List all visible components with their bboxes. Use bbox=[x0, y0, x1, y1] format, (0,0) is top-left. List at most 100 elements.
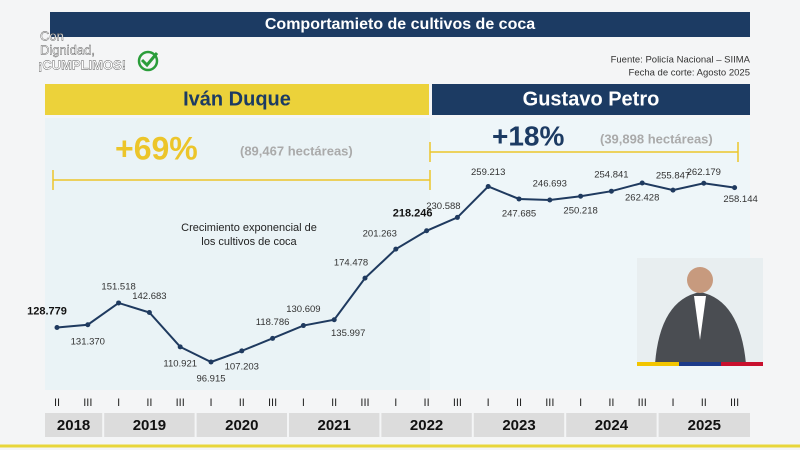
annotation: los cultivos de coca bbox=[201, 236, 297, 248]
data-point bbox=[701, 180, 707, 186]
petro-name: Gustavo Petro bbox=[523, 88, 660, 110]
duque-name: Iván Duque bbox=[183, 88, 291, 110]
data-label: 262.428 bbox=[625, 193, 659, 204]
x-tick-label: III bbox=[545, 397, 554, 409]
year-label: 2024 bbox=[595, 417, 629, 434]
data-label: 131.370 bbox=[71, 336, 105, 347]
petro-bracket bbox=[429, 142, 739, 162]
x-tick-label: II bbox=[701, 397, 707, 409]
duque-detail: (89,467 hectáreas) bbox=[240, 143, 353, 158]
x-tick-label: III bbox=[638, 397, 647, 409]
logo-text: Dignidad, bbox=[40, 42, 95, 57]
data-label: 262.179 bbox=[687, 167, 721, 178]
x-tick-label: I bbox=[579, 397, 582, 409]
year-band bbox=[566, 413, 657, 437]
year-label: 2020 bbox=[225, 417, 258, 434]
data-label: 250.218 bbox=[563, 206, 597, 217]
petro-header bbox=[432, 84, 750, 115]
data-label: 246.693 bbox=[533, 179, 567, 190]
interpreter bbox=[637, 258, 763, 366]
data-label: 151.518 bbox=[101, 281, 135, 292]
data-label: 142.683 bbox=[132, 291, 166, 302]
data-point bbox=[54, 325, 60, 331]
source: Fuente: Policía Nacional – SIIMA bbox=[611, 55, 751, 66]
logo-text: ¡CUMPLIMOS! bbox=[38, 57, 126, 72]
data-point bbox=[239, 348, 245, 354]
data-point bbox=[116, 300, 122, 306]
data-label: 110.921 bbox=[163, 358, 197, 369]
duque-header bbox=[45, 84, 429, 115]
x-tick-label: III bbox=[176, 397, 185, 409]
petro-detail: (39,898 hectáreas) bbox=[600, 131, 713, 146]
data-label: 247.685 bbox=[502, 208, 536, 219]
year-label: 2022 bbox=[410, 417, 443, 434]
duque-change: +69% bbox=[115, 130, 198, 166]
year-label: 2025 bbox=[688, 417, 721, 434]
x-tick-label: I bbox=[671, 397, 674, 409]
data-point bbox=[393, 246, 399, 252]
annotation: Crecimiento exponencial de bbox=[181, 222, 317, 234]
data-point bbox=[146, 310, 152, 316]
data-point bbox=[362, 275, 368, 281]
chart-title: Comportamieto de cultivos de coca bbox=[265, 16, 535, 33]
flag-yellow bbox=[637, 362, 679, 366]
data-label: 128.779 bbox=[27, 305, 67, 317]
data-label: 255.847 bbox=[656, 171, 690, 182]
x-tick-label: II bbox=[608, 397, 614, 409]
year-band bbox=[473, 413, 565, 437]
data-point bbox=[516, 196, 522, 202]
data-label: 130.609 bbox=[286, 304, 320, 315]
x-tick-label: III bbox=[268, 397, 277, 409]
data-point bbox=[331, 317, 337, 323]
data-label: 230.588 bbox=[426, 201, 460, 212]
data-point bbox=[639, 180, 645, 186]
data-point bbox=[424, 228, 430, 234]
data-point bbox=[454, 214, 460, 220]
data-point bbox=[85, 322, 91, 328]
petro-change: +18% bbox=[492, 120, 564, 151]
x-tick-label: III bbox=[360, 397, 369, 409]
data-point bbox=[670, 187, 676, 193]
logo-check bbox=[140, 52, 159, 68]
data-label: 96.915 bbox=[196, 374, 225, 385]
data-point bbox=[485, 183, 491, 189]
duque-bracket bbox=[52, 170, 431, 190]
data-label: 174.478 bbox=[334, 258, 368, 269]
flag-red bbox=[721, 362, 763, 366]
x-tick-label: III bbox=[83, 397, 92, 409]
flag-blue bbox=[679, 362, 721, 366]
data-label: 107.203 bbox=[225, 361, 259, 372]
x-tick-label: I bbox=[394, 397, 397, 409]
data-point bbox=[270, 335, 276, 341]
x-tick-label: II bbox=[331, 397, 337, 409]
data-label: 259.213 bbox=[471, 167, 505, 178]
year-band bbox=[196, 413, 287, 437]
data-label: 135.997 bbox=[331, 328, 365, 339]
data-point bbox=[547, 197, 553, 203]
logo-check-circle bbox=[137, 50, 159, 72]
data-point bbox=[608, 188, 614, 194]
data-point bbox=[578, 193, 584, 199]
logo-text: Con bbox=[40, 28, 64, 43]
data-label: 118.786 bbox=[256, 317, 290, 328]
data-point bbox=[177, 344, 183, 350]
data-label: 254.841 bbox=[594, 170, 628, 181]
x-tick-label: II bbox=[54, 397, 60, 409]
year-band bbox=[289, 413, 380, 437]
year-band bbox=[658, 413, 750, 437]
year-band bbox=[381, 413, 472, 437]
cutoff: Fecha de corte: Agosto 2025 bbox=[629, 68, 750, 79]
x-tick-label: I bbox=[487, 397, 490, 409]
data-point bbox=[300, 323, 306, 329]
data-label: 201.263 bbox=[363, 229, 397, 240]
year-label: 2019 bbox=[133, 417, 166, 434]
year-band bbox=[45, 413, 103, 437]
x-tick-label: I bbox=[302, 397, 305, 409]
interpreter-head bbox=[687, 267, 713, 293]
x-tick-label: III bbox=[453, 397, 462, 409]
x-tick-label: II bbox=[516, 397, 522, 409]
duque-area bbox=[45, 118, 430, 390]
data-label: 218.246 bbox=[393, 208, 433, 220]
data-label: 258.144 bbox=[723, 194, 757, 205]
